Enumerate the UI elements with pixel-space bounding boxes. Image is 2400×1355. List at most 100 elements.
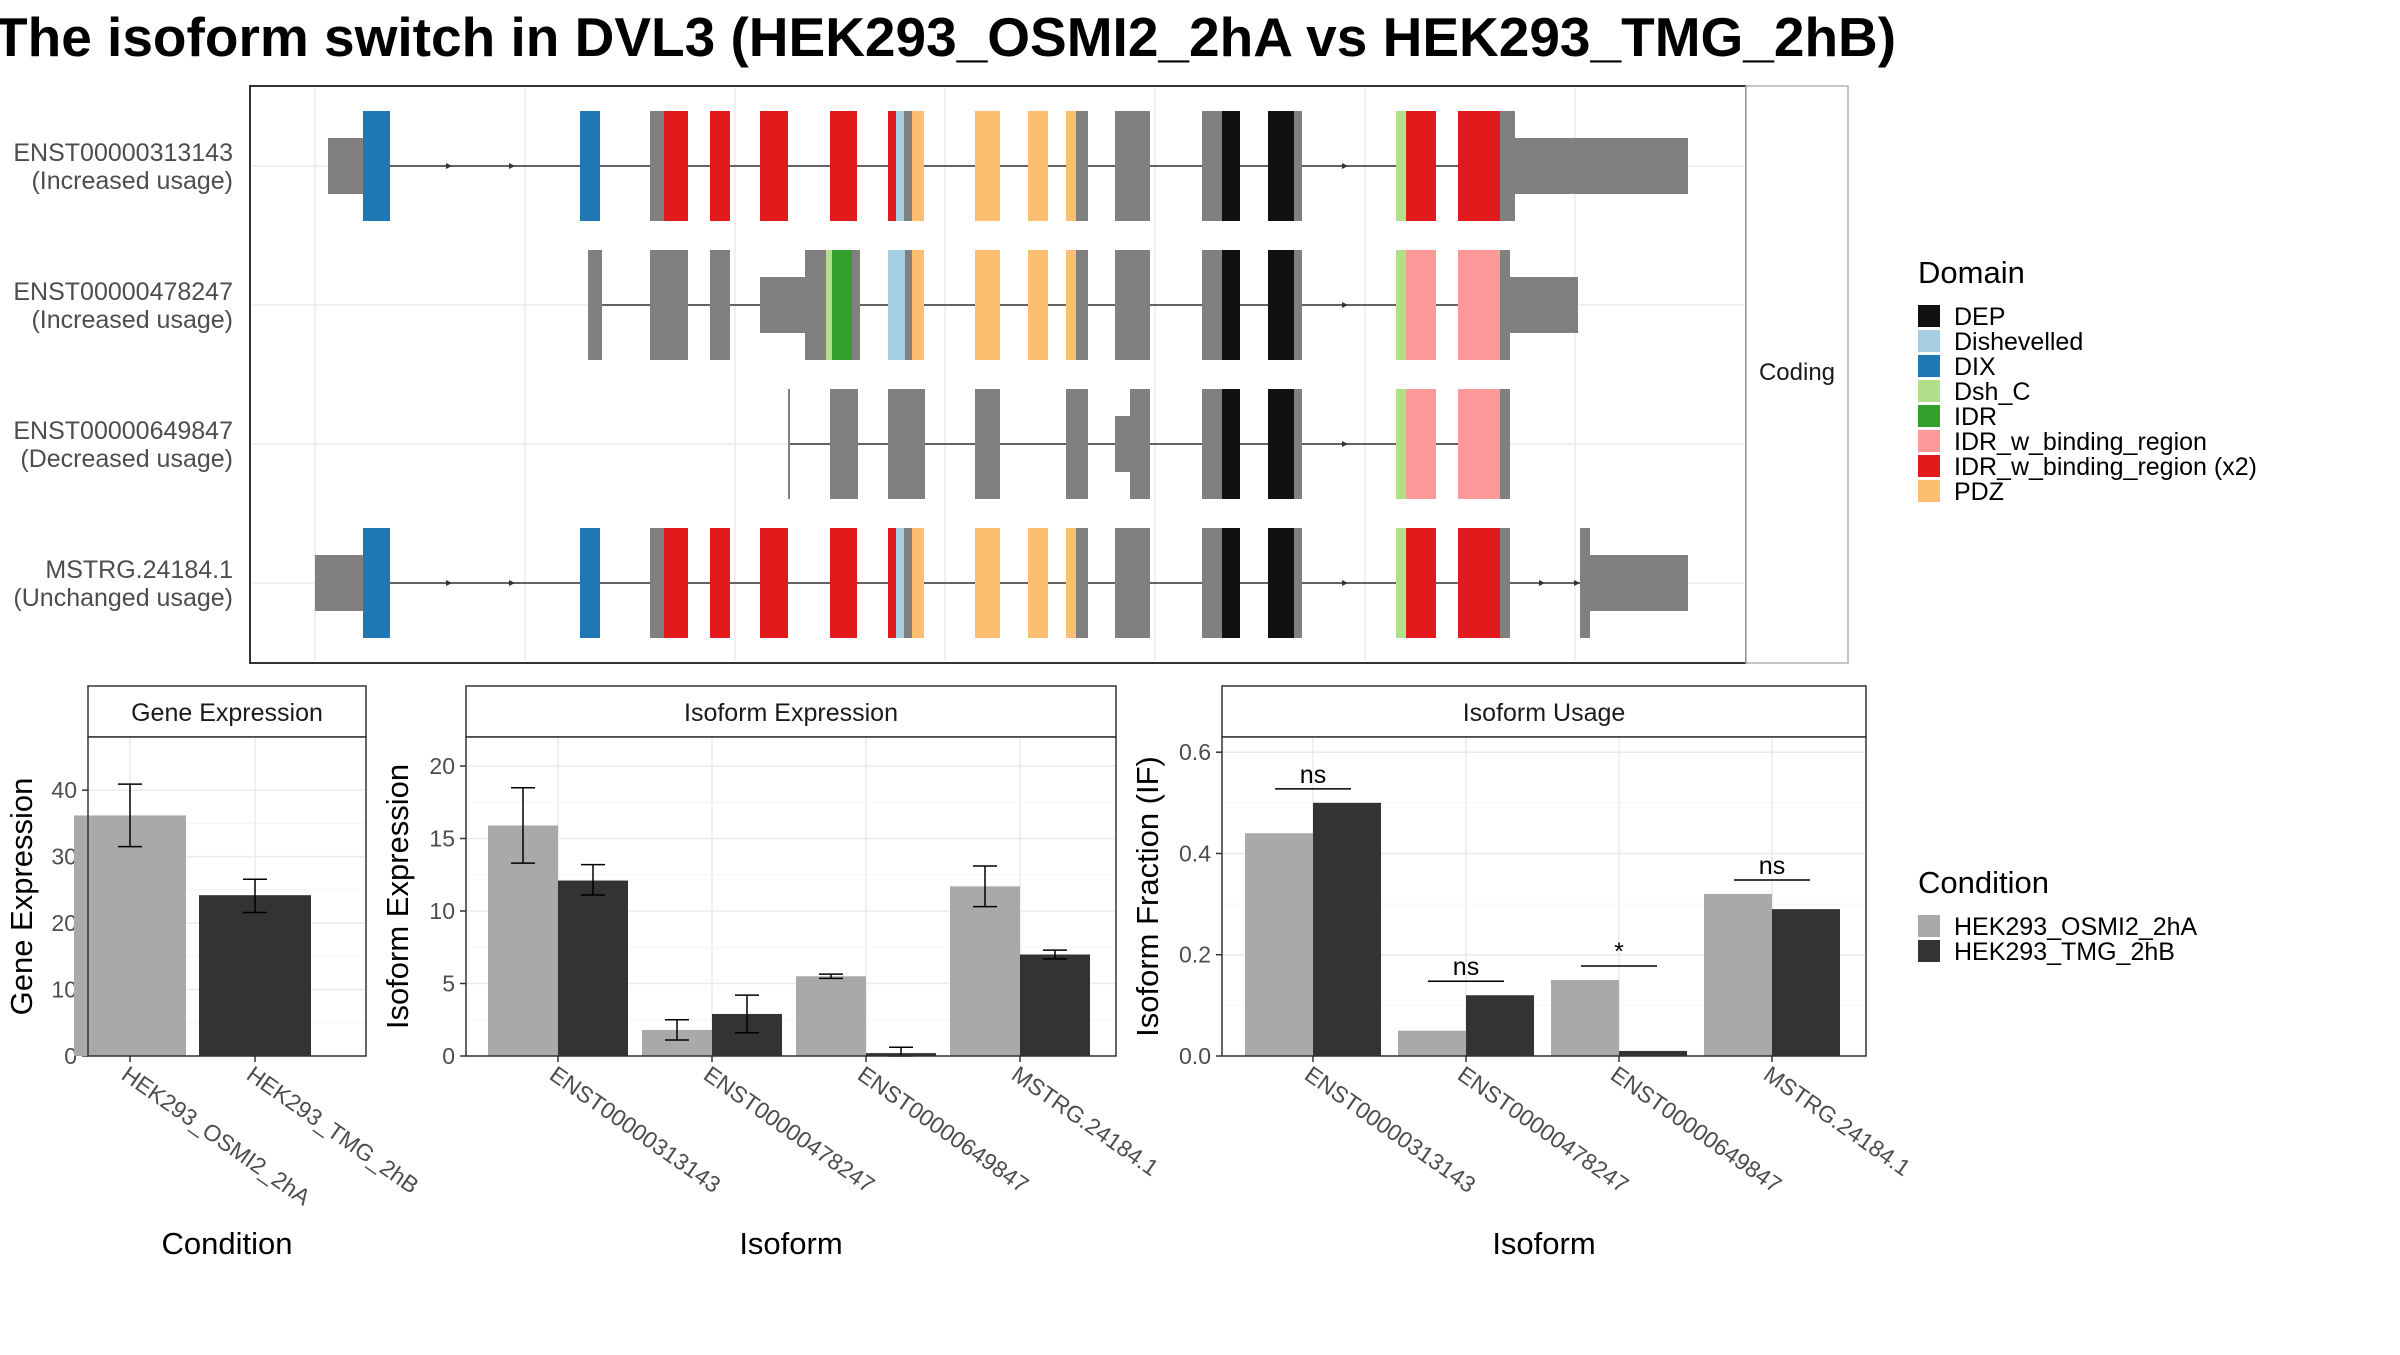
utr-block bbox=[328, 138, 363, 194]
bar bbox=[1466, 995, 1534, 1056]
exon-block bbox=[1076, 250, 1088, 360]
direction-arrow bbox=[509, 163, 515, 169]
structure-strip bbox=[1745, 85, 1849, 664]
legend-key bbox=[1918, 430, 1940, 452]
exon-block bbox=[650, 528, 664, 638]
legend-label: Dishevelled bbox=[1954, 328, 2083, 356]
utr-block bbox=[315, 555, 363, 611]
y-tick-label: 5 bbox=[442, 971, 455, 997]
bar bbox=[1772, 909, 1840, 1056]
exon-block bbox=[1406, 389, 1436, 499]
bar bbox=[1619, 1050, 1687, 1056]
exon-block bbox=[710, 111, 730, 221]
y-tick-label: 0.2 bbox=[1179, 942, 1211, 968]
transcript-model bbox=[588, 250, 1578, 360]
exon-block bbox=[830, 111, 857, 221]
exon-block bbox=[1066, 389, 1088, 499]
significance-label: * bbox=[1614, 938, 1624, 966]
exon-block bbox=[1066, 111, 1076, 221]
legend-key bbox=[1918, 480, 1940, 502]
exon-block bbox=[1458, 250, 1500, 360]
y-axis-title: Gene Expression bbox=[4, 778, 39, 1016]
bar bbox=[74, 815, 186, 1056]
bar bbox=[1313, 802, 1381, 1056]
exon-block bbox=[1500, 250, 1510, 360]
exon-block bbox=[1396, 111, 1406, 221]
page-title: The isoform switch in DVL3 (HEK293_OSMI2… bbox=[0, 6, 1896, 68]
y-tick-label: 15 bbox=[429, 826, 455, 852]
exon-block bbox=[975, 250, 1000, 360]
utr-block bbox=[1115, 416, 1130, 472]
exon-block bbox=[1076, 528, 1088, 638]
legend-key bbox=[1918, 330, 1940, 352]
significance-label: ns bbox=[1759, 852, 1785, 880]
exon-block bbox=[888, 528, 896, 638]
exon-block bbox=[650, 111, 664, 221]
exon-block bbox=[1406, 528, 1436, 638]
x-axis-title: Isoform bbox=[739, 1226, 842, 1261]
isoform-label: ENST00000313143 bbox=[13, 139, 233, 167]
legend-label: DIX bbox=[1954, 353, 1996, 381]
direction-arrow bbox=[1342, 302, 1348, 308]
direction-arrow bbox=[509, 580, 515, 586]
significance-label: ns bbox=[1300, 761, 1326, 789]
exon-block bbox=[760, 111, 788, 221]
exon-block bbox=[1268, 250, 1294, 360]
strip-label: Coding bbox=[1759, 359, 1835, 386]
direction-arrow bbox=[1539, 580, 1545, 586]
exon-block bbox=[1076, 111, 1088, 221]
exon-block bbox=[1396, 528, 1406, 638]
exon-block bbox=[1222, 250, 1240, 360]
x-axis-title: Isoform bbox=[1492, 1226, 1595, 1261]
bar bbox=[796, 976, 866, 1056]
utr-block bbox=[1510, 277, 1578, 333]
exon-block bbox=[1028, 250, 1048, 360]
exon-block bbox=[1294, 528, 1302, 638]
isoform-labels: ENST00000313143 (Increased usage)ENST0000… bbox=[13, 139, 233, 612]
exon-block bbox=[363, 111, 390, 221]
exon-block bbox=[588, 250, 602, 360]
exon-block bbox=[975, 528, 1000, 638]
exon-block bbox=[852, 250, 860, 360]
exon-block bbox=[1406, 111, 1436, 221]
exon-block bbox=[1028, 111, 1048, 221]
exon-block bbox=[904, 528, 912, 638]
bar bbox=[1704, 893, 1772, 1056]
exon-block bbox=[1500, 389, 1510, 499]
exon-block bbox=[912, 111, 924, 221]
exon-block bbox=[888, 389, 925, 499]
exon-block bbox=[1202, 111, 1222, 221]
exon-block bbox=[896, 111, 904, 221]
panel-title: Isoform Usage bbox=[1463, 699, 1626, 727]
x-tick-label: MSTRG.24184.1 bbox=[1007, 1061, 1163, 1181]
exon-block bbox=[826, 250, 832, 360]
isoform-label: ENST00000478247 bbox=[13, 278, 233, 306]
transcript-model bbox=[788, 389, 1510, 499]
legend-label: Dsh_C bbox=[1954, 378, 2030, 406]
isoform-usage-label: (Increased usage) bbox=[31, 306, 233, 334]
exon-block bbox=[888, 111, 896, 221]
exon-block bbox=[975, 111, 1000, 221]
exon-block bbox=[1458, 111, 1500, 221]
exon-block bbox=[1028, 528, 1048, 638]
exon-block bbox=[1066, 250, 1076, 360]
utr-block bbox=[1515, 138, 1688, 194]
exon-block bbox=[788, 389, 790, 499]
direction-arrow bbox=[1342, 441, 1348, 447]
exon-block bbox=[1130, 389, 1150, 499]
exon-block bbox=[830, 389, 858, 499]
exon-block bbox=[1222, 389, 1240, 499]
exon-block bbox=[1500, 111, 1515, 221]
transcript-model bbox=[315, 528, 1688, 638]
gene-expression-panel: Gene Expression010203040HEK293_OSMI2_2hA… bbox=[4, 685, 424, 1261]
exon-block bbox=[1222, 111, 1240, 221]
plot-border bbox=[87, 736, 367, 1057]
exon-block bbox=[896, 528, 904, 638]
legend-key bbox=[1918, 915, 1940, 937]
legend-label: PDZ bbox=[1954, 478, 2004, 506]
exon-block bbox=[888, 250, 905, 360]
bar bbox=[558, 880, 628, 1056]
bar bbox=[1245, 833, 1313, 1056]
